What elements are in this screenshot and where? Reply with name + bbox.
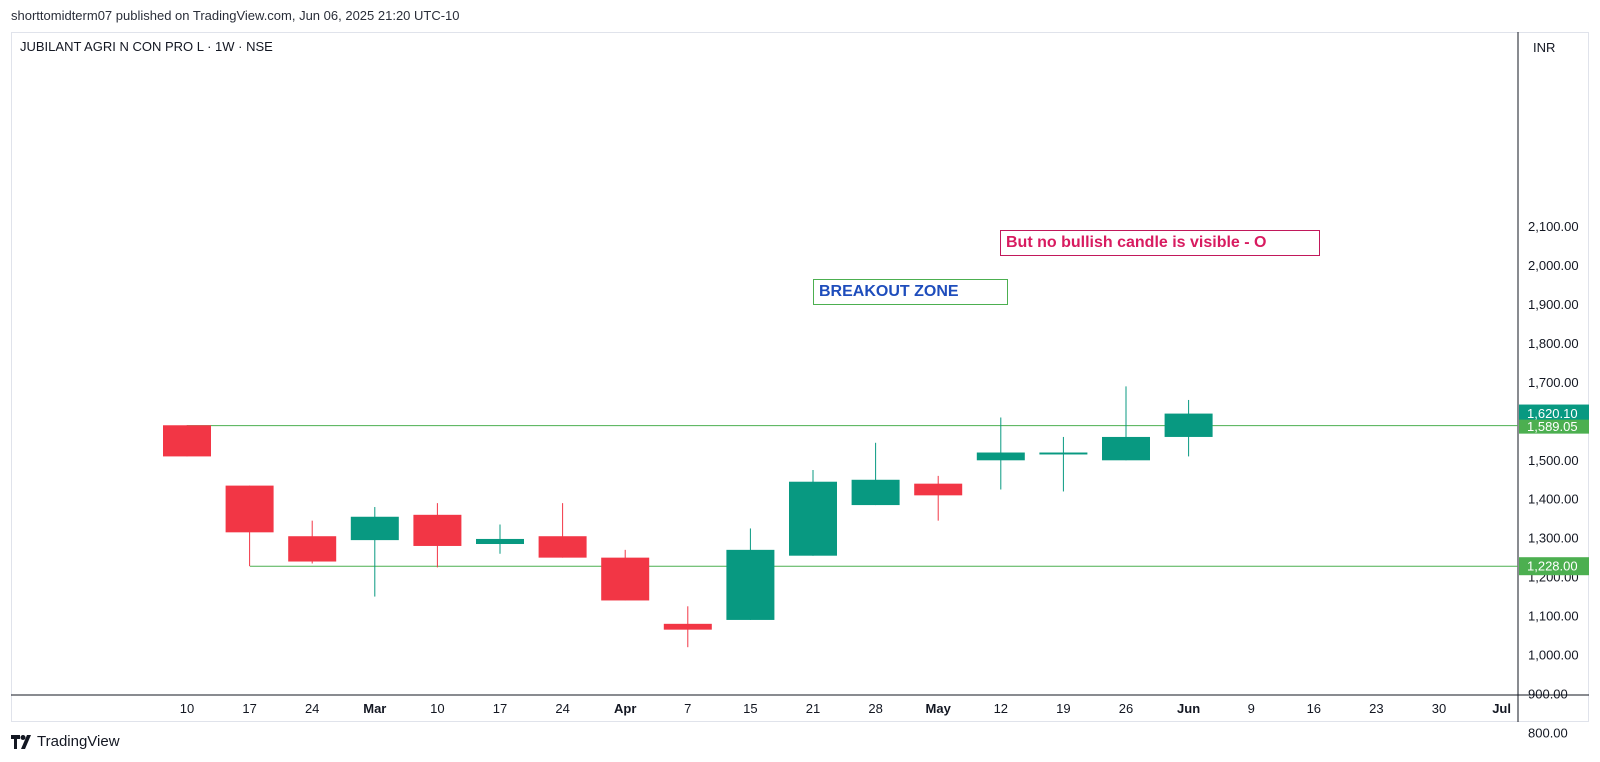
y-tick-label: 800.00 (1528, 725, 1568, 740)
x-tick-label: 7 (684, 701, 691, 716)
x-tick-label: 10 (430, 701, 444, 716)
y-tick-label: 1,100.00 (1528, 609, 1579, 624)
x-tick-label: 23 (1369, 701, 1383, 716)
level-label-support: 1,228.00 (1527, 559, 1578, 574)
candle-down[interactable] (413, 514, 462, 546)
y-tick-label: 900.00 (1528, 686, 1568, 701)
x-tick-label: 9 (1248, 701, 1255, 716)
tradingview-icon (11, 734, 31, 749)
x-tick-label: 24 (305, 701, 319, 716)
level-label-resistance: 1,589.05 (1527, 419, 1578, 434)
y-tick-label: 1,400.00 (1528, 492, 1579, 507)
x-tick-label: 16 (1307, 701, 1321, 716)
x-tick-label: 15 (743, 701, 757, 716)
x-tick-label: May (926, 701, 952, 716)
x-tick-label: 30 (1432, 701, 1446, 716)
currency-label: INR (1533, 40, 1556, 55)
y-tick-label: 1,900.00 (1528, 297, 1579, 312)
y-tick-label: 1,300.00 (1528, 531, 1579, 546)
candle-up[interactable] (476, 538, 524, 545)
last-price-label: 1,620.10 (1527, 406, 1578, 421)
candle-down[interactable] (663, 623, 712, 630)
x-tick-label: 28 (868, 701, 882, 716)
y-tick-label: 1,000.00 (1528, 647, 1579, 662)
x-tick-label: 21 (806, 701, 820, 716)
last-price-badge (1519, 404, 1589, 423)
candle-up[interactable] (851, 479, 900, 506)
x-tick-label: Jun (1177, 701, 1200, 716)
candle-down[interactable] (914, 483, 963, 496)
candle-down[interactable] (288, 536, 337, 562)
candle-down[interactable] (601, 557, 650, 601)
annotation-no-bullish-candle[interactable]: But no bullish candle is visible - O (1000, 230, 1320, 256)
x-tick-label: 24 (555, 701, 569, 716)
x-tick-label: 12 (994, 701, 1008, 716)
x-tick-label: 26 (1119, 701, 1133, 716)
candle-up[interactable] (726, 549, 775, 620)
y-tick-label: 1,700.00 (1528, 375, 1579, 390)
tradingview-logo[interactable]: TradingView (11, 733, 120, 750)
candle-up[interactable] (1039, 452, 1088, 455)
publish-attribution: shorttomidterm07 published on TradingVie… (11, 8, 460, 23)
candle-up[interactable] (1102, 436, 1150, 461)
candle-up[interactable] (789, 481, 837, 556)
tradingview-wordmark: TradingView (37, 733, 120, 750)
y-tick-label: 1,500.00 (1528, 453, 1579, 468)
y-tick-label: 2,000.00 (1528, 258, 1579, 273)
x-tick-label: Apr (614, 701, 636, 716)
candle-down[interactable] (225, 485, 274, 533)
x-tick-label: Jul (1492, 701, 1511, 716)
candle-up[interactable] (976, 452, 1025, 461)
annotation-breakout-zone[interactable]: BREAKOUT ZONE (813, 279, 1008, 305)
candle-up[interactable] (1164, 413, 1213, 437)
candle-up[interactable] (350, 516, 399, 541)
x-tick-label: Mar (363, 701, 386, 716)
chart-frame (11, 32, 1589, 722)
candle-down[interactable] (538, 536, 587, 558)
x-tick-label: 17 (493, 701, 507, 716)
x-tick-label: 19 (1056, 701, 1070, 716)
x-tick-label: 17 (242, 701, 256, 716)
level-badge-support (1519, 557, 1589, 576)
symbol-title[interactable]: JUBILANT AGRI N CON PRO L · 1W · NSE (20, 39, 273, 54)
y-tick-label: 2,100.00 (1528, 219, 1579, 234)
candle-down[interactable] (163, 425, 211, 457)
x-tick-label: 10 (180, 701, 194, 716)
level-badge-resistance (1519, 419, 1589, 434)
y-tick-label: 1,800.00 (1528, 336, 1579, 351)
